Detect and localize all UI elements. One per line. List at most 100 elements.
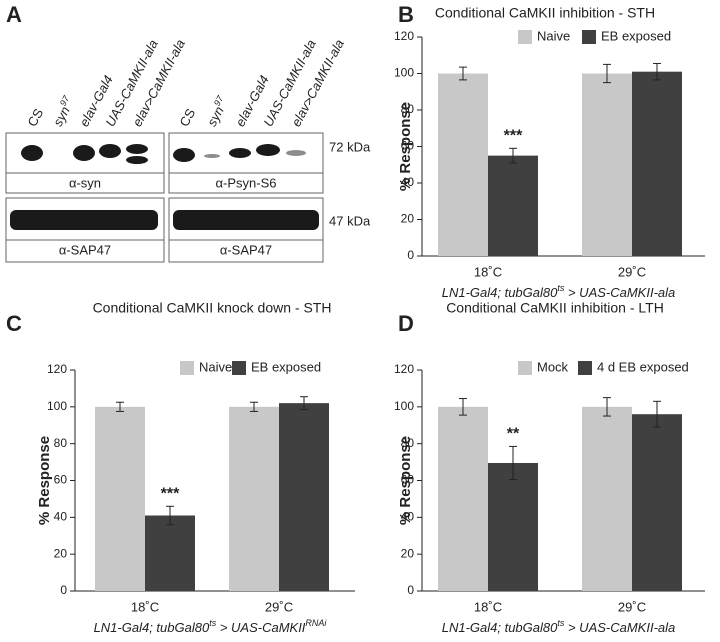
legend-swatch — [578, 361, 592, 375]
lane-label-part: syn — [50, 104, 73, 129]
x-axis-label: LN1-Gal4; tubGal80ts > UAS-CaMKII-ala — [442, 618, 676, 635]
y-tick-label: 100 — [394, 66, 414, 80]
panel-label: D — [398, 311, 414, 336]
blot-band — [73, 145, 95, 161]
lane-label: CS — [24, 106, 46, 129]
marker-label: 47 kDa — [329, 213, 371, 228]
y-tick-label: 60 — [401, 473, 415, 487]
y-tick-label: 0 — [407, 248, 414, 262]
panel-label: A — [6, 2, 22, 27]
y-tick-label: 120 — [394, 29, 414, 43]
y-tick-label: 0 — [407, 583, 414, 597]
antibody-label: α-Psyn-S6 — [216, 175, 277, 190]
bar — [229, 406, 279, 591]
lane-label-part: syn — [204, 104, 227, 129]
x-axis-label-part: RNAi — [305, 618, 327, 628]
y-tick-label: 80 — [401, 102, 415, 116]
x-axis-label-part: LN1-Gal4; tubGal80 — [94, 620, 210, 635]
y-tick-label: 120 — [394, 362, 414, 376]
bar — [145, 515, 195, 591]
y-tick-label: 100 — [394, 399, 414, 413]
y-tick-label: 120 — [47, 362, 67, 376]
lane-label: syn97 — [49, 93, 79, 129]
y-tick-label: 60 — [401, 139, 415, 153]
x-axis-label-part: ts — [557, 283, 565, 293]
bar — [582, 73, 632, 256]
significance: *** — [161, 486, 180, 503]
y-tick-label: 0 — [60, 583, 67, 597]
lane-label: CS — [176, 106, 198, 129]
x-axis-label-part: LN1-Gal4; tubGal80 — [442, 620, 558, 635]
blot-panel: α-syn α-SAP47 α-Psyn-S6 α-SAP47 72 kDa 4… — [5, 132, 371, 263]
y-tick-label: 80 — [401, 436, 415, 450]
legend-label: EB exposed — [251, 359, 321, 374]
x-axis-label-part: > UAS-CaMKII-ala — [564, 285, 675, 300]
bar — [582, 406, 632, 591]
blot-band — [286, 150, 306, 156]
y-tick-label: 40 — [401, 175, 415, 189]
bar — [488, 155, 538, 256]
blot-band — [21, 145, 43, 161]
chart-title: Conditional CaMKII inhibition - STH — [435, 5, 655, 21]
chart-title: Conditional CaMKII inhibition - LTH — [446, 300, 664, 316]
legend-label: 4 d EB exposed — [597, 359, 689, 374]
y-tick-label: 20 — [54, 546, 68, 560]
legend-label: EB exposed — [601, 28, 671, 43]
legend-swatch — [582, 30, 596, 44]
y-tick-label: 40 — [54, 510, 68, 524]
bar — [632, 414, 682, 591]
blot-band — [173, 210, 319, 230]
blot-band — [10, 210, 158, 230]
bar — [488, 463, 538, 591]
x-tick-label: 18˚C — [131, 599, 159, 614]
legend-label: Naive — [199, 359, 232, 374]
y-axis-label: % Response — [36, 436, 53, 525]
blot-box — [168, 132, 324, 194]
antibody-label: α-SAP47 — [220, 242, 272, 257]
chart-title: Conditional CaMKII knock down - STH — [93, 300, 332, 316]
bar — [438, 73, 488, 256]
y-tick-label: 20 — [401, 546, 415, 560]
significance: *** — [504, 128, 523, 145]
bar — [279, 403, 329, 591]
bar — [438, 406, 488, 591]
y-tick-label: 40 — [401, 510, 415, 524]
y-tick-label: 20 — [401, 212, 415, 226]
x-axis-label-part: > UAS-CaMKII-ala — [564, 620, 675, 635]
x-axis-label: LN1-Gal4; tubGal80ts > UAS-CaMKII-ala — [442, 283, 676, 300]
bar — [632, 71, 682, 256]
x-axis-label-part: > UAS-CaMKII — [216, 620, 306, 635]
y-tick-label: 80 — [54, 436, 68, 450]
blot-band — [99, 144, 121, 158]
antibody-label: α-syn — [69, 175, 101, 190]
y-tick-label: 60 — [54, 473, 68, 487]
x-tick-label: 18˚C — [474, 599, 502, 614]
y-tick-label: 100 — [47, 399, 67, 413]
x-axis-label-part: ts — [209, 618, 217, 628]
x-tick-label: 29˚C — [265, 599, 293, 614]
significance: ** — [507, 426, 520, 443]
blot-band — [126, 144, 148, 154]
lane-label: syn97 — [203, 93, 233, 129]
x-axis-label-part: ts — [557, 618, 565, 628]
blot-band — [126, 156, 148, 164]
bar — [95, 406, 145, 591]
y-axis-label: % Response — [397, 102, 414, 191]
x-tick-label: 29˚C — [618, 264, 646, 279]
blot-band — [229, 148, 251, 158]
panel-label: C — [6, 311, 22, 336]
legend-label: Mock — [537, 359, 569, 374]
blot-band — [204, 154, 220, 158]
x-axis-label-part: LN1-Gal4; tubGal80 — [442, 285, 558, 300]
x-tick-label: 29˚C — [618, 599, 646, 614]
x-tick-label: 18˚C — [474, 264, 502, 279]
panel-label: B — [398, 2, 414, 27]
legend-swatch — [180, 361, 194, 375]
blot-band — [173, 148, 195, 162]
legend-swatch — [518, 361, 532, 375]
x-axis-label: LN1-Gal4; tubGal80ts > UAS-CaMKIIRNAi — [94, 618, 328, 635]
legend-swatch — [518, 30, 532, 44]
marker-label: 72 kDa — [329, 139, 371, 154]
legend-swatch — [232, 361, 246, 375]
